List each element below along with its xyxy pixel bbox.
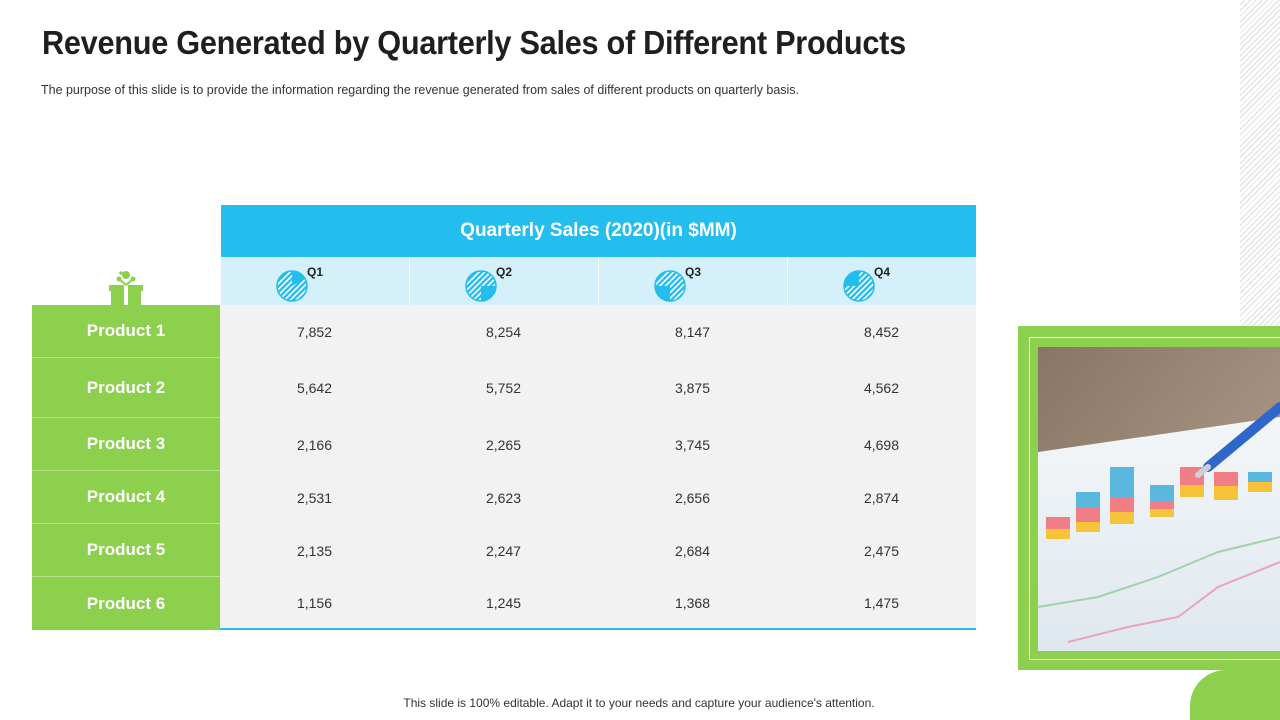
quarter-label: Q1 (306, 265, 323, 279)
table-cell: 2,531 (296, 489, 333, 506)
chart-photo-image (1038, 347, 1280, 651)
table-cell: 4,698 (863, 436, 900, 453)
quarter-header-q2: Q2 (410, 257, 599, 305)
page-title: Revenue Generated by Quarterly Sales of … (42, 24, 906, 61)
page-subtitle: The purpose of this slide is to provide … (41, 82, 800, 97)
quarter-header-row: Q1 Q2 Q3 Q4 (221, 257, 976, 305)
table-cells: 2,166 2,265 3,745 4,698 (220, 418, 976, 471)
pie-chart-icon (654, 270, 686, 302)
decorative-stripes (1240, 0, 1280, 326)
table-cell: 1,245 (485, 594, 522, 611)
product-label: Product 5 (32, 524, 220, 577)
table-cell: 2,623 (485, 489, 522, 506)
frame-corner (1190, 670, 1280, 720)
product-label: Product 3 (32, 418, 220, 471)
table-cell: 8,254 (485, 323, 522, 340)
footer-note: This slide is 100% editable. Adapt it to… (403, 696, 875, 710)
product-label: Product 1 (32, 305, 220, 358)
table-row: Product 3 2,166 2,265 3,745 4,698 (32, 418, 976, 471)
quarter-header-q1: Q1 (221, 257, 410, 305)
pie-chart-icon (843, 270, 875, 302)
table-cell: 4,562 (863, 380, 900, 396)
product-label: Product 2 (32, 358, 220, 418)
chart-photo (1038, 347, 1280, 651)
table-cell: 5,642 (296, 380, 333, 396)
product-label: Product 6 (32, 577, 220, 630)
table-cells: 2,531 2,623 2,656 2,874 (220, 471, 976, 524)
table-cell: 2,475 (863, 542, 900, 559)
table-row: Product 5 2,135 2,247 2,684 2,475 (32, 524, 976, 577)
product-label: Product 4 (32, 471, 220, 524)
table-cell: 5,752 (485, 380, 522, 396)
pie-chart-icon (465, 270, 497, 302)
table-row: Product 6 1,156 1,245 1,368 1,475 (32, 577, 976, 630)
table-cell: 2,874 (863, 489, 900, 506)
table-row: Product 2 5,642 5,752 3,875 4,562 (32, 358, 976, 418)
frame-cutout (1018, 670, 1190, 720)
gift-box-icon (109, 271, 143, 306)
table-body: Product 1 7,852 8,254 8,147 8,452 Produc… (32, 305, 976, 630)
table-cells: 5,642 5,752 3,875 4,562 (220, 358, 976, 418)
table-row: Product 4 2,531 2,623 2,656 2,874 (32, 471, 976, 524)
table-cell: 1,156 (296, 594, 333, 611)
table-cell: 8,452 (863, 323, 900, 340)
table-cell: 2,684 (674, 542, 711, 559)
table-cells: 7,852 8,254 8,147 8,452 (220, 305, 976, 358)
table-header: Quarterly Sales (2020)(in $MM) (221, 205, 976, 257)
table-cell: 2,135 (296, 542, 333, 559)
quarter-header-q4: Q4 (788, 257, 976, 305)
pie-chart-icon (276, 270, 308, 302)
photo-frame-line (1029, 337, 1280, 660)
table-cells: 2,135 2,247 2,684 2,475 (220, 524, 976, 577)
table-cell: 2,247 (485, 542, 522, 559)
table-cell: 1,475 (863, 594, 900, 611)
table-cell: 3,875 (674, 380, 711, 396)
quarter-label: Q4 (873, 265, 890, 279)
quarter-header-q3: Q3 (599, 257, 788, 305)
table-cell: 7,852 (296, 323, 333, 340)
table-cell: 2,166 (296, 436, 333, 453)
quarter-label: Q3 (684, 265, 701, 279)
quarter-label: Q2 (495, 265, 512, 279)
table-cells: 1,156 1,245 1,368 1,475 (220, 577, 976, 630)
table-cell: 2,656 (674, 489, 711, 506)
table-cell: 3,745 (674, 436, 711, 453)
table-row: Product 1 7,852 8,254 8,147 8,452 (32, 305, 976, 358)
table-cell: 2,265 (485, 436, 522, 453)
table-cell: 8,147 (674, 323, 711, 340)
table-cell: 1,368 (674, 594, 711, 611)
